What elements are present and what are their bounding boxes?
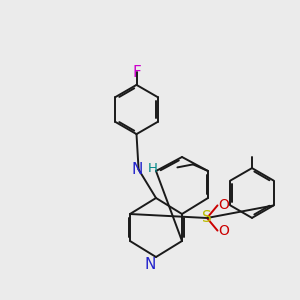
- Text: S: S: [202, 211, 212, 226]
- Text: H: H: [148, 161, 158, 175]
- Text: F: F: [132, 65, 141, 80]
- Text: N: N: [145, 257, 156, 272]
- Text: N: N: [131, 162, 143, 177]
- Text: O: O: [218, 198, 229, 212]
- Text: O: O: [218, 224, 229, 238]
